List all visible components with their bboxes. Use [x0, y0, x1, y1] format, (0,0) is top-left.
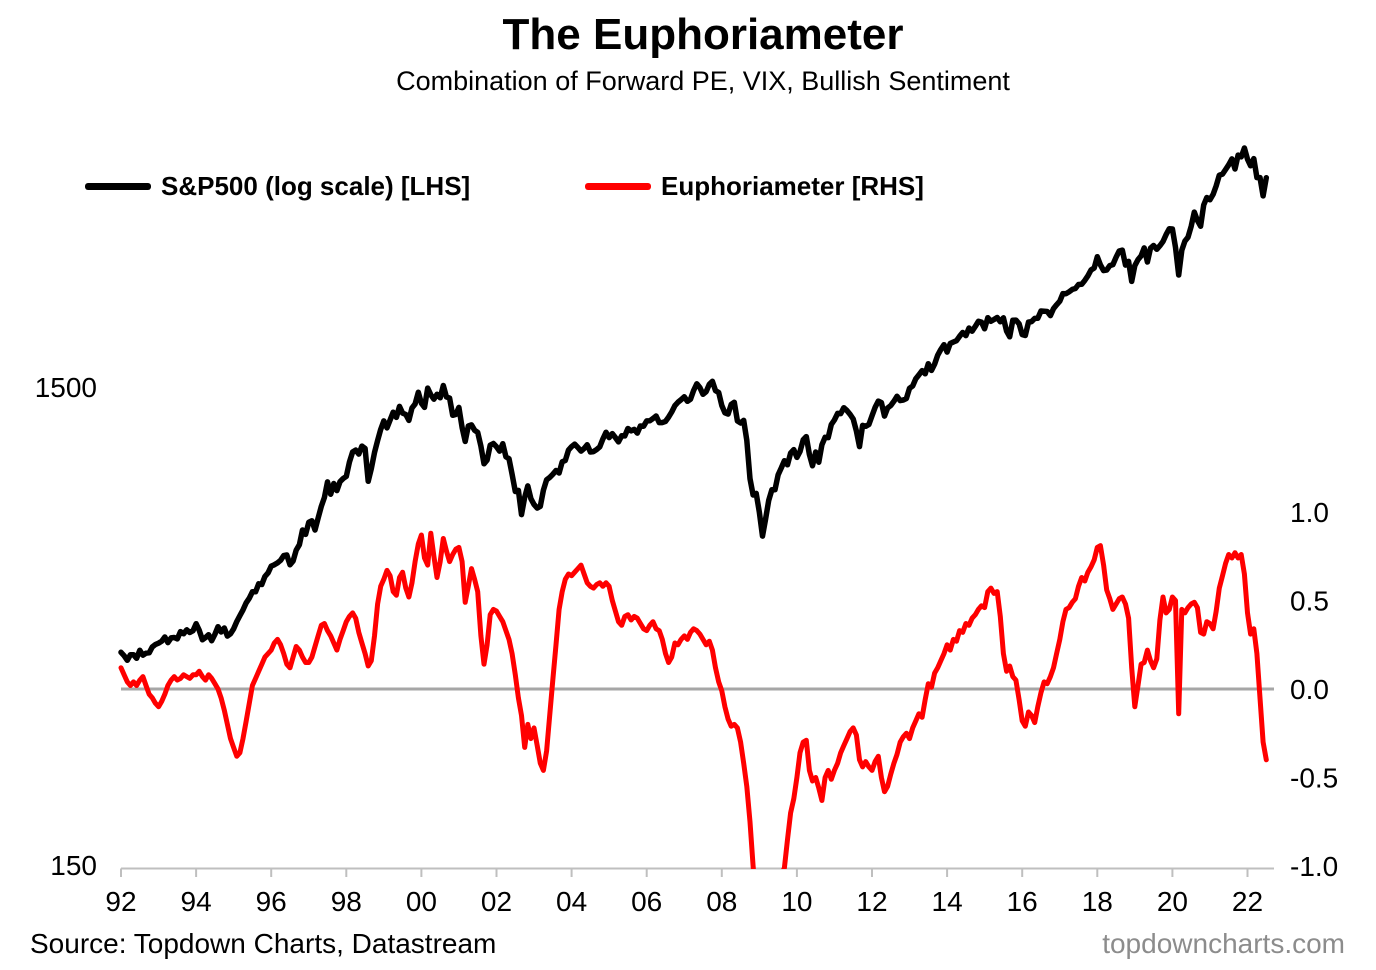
euphoriameter-legend-label: Euphoriameter [RHS]: [661, 170, 924, 201]
euphoriameter-line: [118, 530, 1269, 869]
left-axis-tick-label: 150: [50, 850, 97, 881]
x-axis-tick-label: 98: [331, 886, 362, 917]
x-axis-tick-label: 20: [1157, 886, 1188, 917]
legend: S&P500 (log scale) [LHS] Euphoriameter […: [0, 168, 1376, 204]
sp500-legend-label: S&P500 (log scale) [LHS]: [161, 170, 471, 201]
x-axis-tick-label: 12: [856, 886, 887, 917]
right-axis-tick-label: 0.5: [1290, 586, 1329, 617]
left-axis-tick-label: 1500: [35, 372, 97, 403]
right-axis-tick-label: 1.0: [1290, 497, 1329, 528]
right-axis-tick-label: -0.5: [1290, 763, 1338, 794]
watermark: topdowncharts.com: [1102, 928, 1345, 959]
legend-item-sp500: S&P500 (log scale) [LHS]: [85, 168, 470, 204]
euphoriameter-line-swatch: [585, 182, 651, 190]
source-note: Source: Topdown Charts, Datastream: [30, 928, 497, 959]
legend-item-euphoriameter: Euphoriameter [RHS]: [585, 168, 924, 204]
chart-title: The Euphoriameter: [502, 10, 904, 59]
right-axis-tick-label: 0.0: [1290, 674, 1329, 705]
chart-subtitle: Combination of Forward PE, VIX, Bullish …: [396, 66, 1010, 96]
x-axis-tick-label: 06: [631, 886, 662, 917]
x-axis-tick-label: 10: [781, 886, 812, 917]
x-axis-tick-label: 08: [706, 886, 737, 917]
x-axis-tick-label: 04: [556, 886, 587, 917]
x-axis-tick-label: 96: [256, 886, 287, 917]
x-axis-tick-label: 16: [1007, 886, 1038, 917]
x-axis-tick-label: 00: [406, 886, 437, 917]
x-axis-tick-label: 94: [181, 886, 212, 917]
right-axis-tick-label: -1.0: [1290, 851, 1338, 882]
sp500-line-swatch: [85, 182, 151, 190]
x-axis-tick-label: 14: [932, 886, 963, 917]
x-axis-tick-label: 22: [1232, 886, 1263, 917]
x-axis-tick-label: 92: [105, 886, 136, 917]
x-axis-tick-label: 18: [1082, 886, 1113, 917]
sp500-line: [118, 145, 1270, 664]
x-axis-tick-label: 02: [481, 886, 512, 917]
